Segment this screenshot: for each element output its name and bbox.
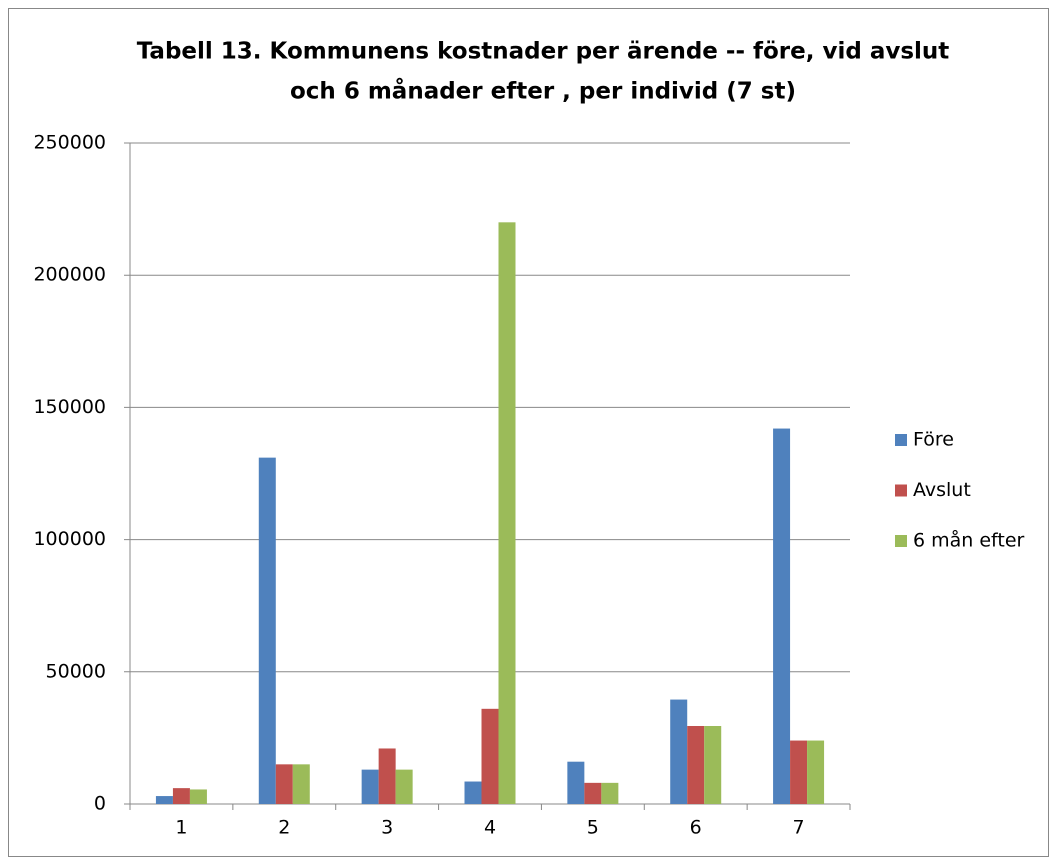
legend-swatch [895, 434, 907, 446]
y-tick-label: 150000 [33, 396, 106, 418]
bar [481, 708, 499, 804]
legend-swatch [895, 484, 907, 497]
bar [378, 748, 396, 804]
legend-swatch [895, 535, 907, 547]
bar [601, 782, 619, 804]
x-tick-label: 5 [587, 817, 599, 839]
bar [773, 428, 791, 804]
legend-label: 6 mån efter [913, 529, 1025, 552]
chart-title: Tabell 13. Kommunens kostnader per ärend… [137, 39, 950, 65]
y-tick-label: 50000 [46, 660, 106, 682]
bar [687, 726, 705, 804]
bar [189, 789, 207, 804]
y-tick-label: 100000 [33, 528, 106, 550]
bar [258, 457, 276, 804]
x-tick-label: 7 [793, 817, 805, 839]
x-tick-label: 6 [690, 817, 702, 839]
x-tick-label: 4 [484, 817, 496, 839]
bar [395, 769, 413, 804]
bar [807, 740, 825, 804]
bar [670, 699, 688, 804]
bar [790, 740, 808, 804]
bar [464, 781, 482, 804]
legend-label: Avslut [913, 479, 971, 501]
bar [172, 788, 190, 804]
bar [361, 769, 379, 804]
x-tick-label: 3 [381, 817, 393, 839]
y-tick-label: 250000 [33, 132, 106, 154]
x-tick-label: 1 [175, 817, 187, 839]
bar [704, 726, 722, 804]
bar [498, 222, 516, 804]
chart-border [8, 8, 1049, 857]
bar [567, 761, 585, 804]
y-tick-label: 0 [94, 793, 106, 815]
bar [292, 764, 310, 804]
y-tick-label: 200000 [33, 264, 106, 286]
bar [155, 796, 173, 804]
legend-label: Före [913, 429, 954, 451]
chart-title: och 6 månader efter , per individ (7 st) [290, 78, 796, 105]
bar [584, 782, 602, 804]
bar [275, 764, 293, 804]
x-tick-label: 2 [278, 817, 290, 839]
